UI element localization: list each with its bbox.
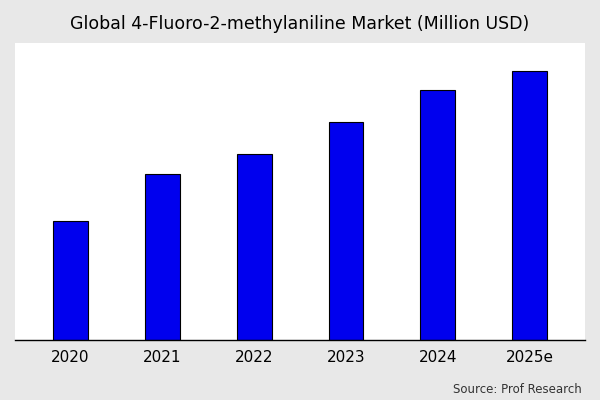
Bar (329, 122, 364, 340)
Bar (145, 174, 179, 340)
Bar (53, 221, 88, 340)
Bar (236, 154, 272, 340)
Bar (421, 90, 455, 340)
Title: Global 4-Fluoro-2-methylaniline Market (Million USD): Global 4-Fluoro-2-methylaniline Market (… (70, 15, 530, 33)
Text: Source: Prof Research: Source: Prof Research (453, 383, 582, 396)
Bar (512, 71, 547, 340)
